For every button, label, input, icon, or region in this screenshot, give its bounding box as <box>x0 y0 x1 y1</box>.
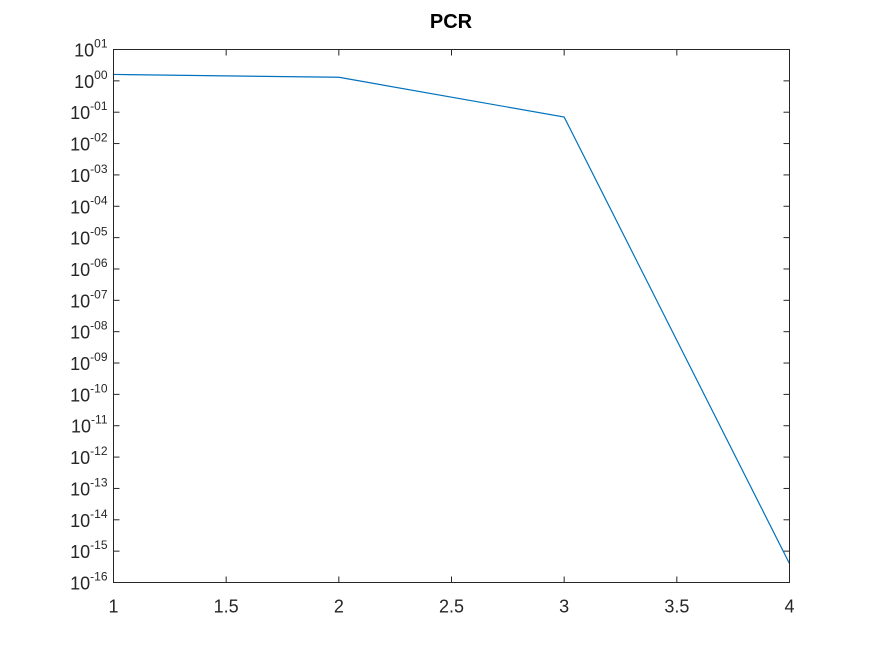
series-line-1 <box>113 73 791 564</box>
y-tick-label: 10-08 <box>70 319 108 343</box>
y-tick-label-exponent: -05 <box>90 225 108 239</box>
y-tick-label: 10-10 <box>70 381 108 405</box>
y-tick-label-exponent: -13 <box>90 475 108 489</box>
y-tick-label-base: 10 <box>70 323 90 343</box>
plot-area-box <box>113 49 790 583</box>
y-tick-label: 10-11 <box>71 413 108 437</box>
y-tick-label-base: 10 <box>70 291 90 311</box>
y-tick-label-base: 10 <box>70 135 90 155</box>
y-tick-label-exponent: -15 <box>90 538 108 552</box>
y-tick-label-base: 10 <box>70 385 90 405</box>
y-tick-label: 10-06 <box>70 256 108 280</box>
y-tick-label-base: 10 <box>70 103 90 123</box>
y-tick-label: 10-01 <box>70 99 108 123</box>
y-tick-label-exponent: -08 <box>90 319 108 333</box>
y-tick-label-base: 10 <box>70 511 90 531</box>
y-tick-label-exponent: -09 <box>90 350 108 364</box>
y-tick-label-exponent: -06 <box>90 256 108 270</box>
y-tick-label-base: 10 <box>70 260 90 280</box>
y-tick-label: 10-02 <box>70 131 108 155</box>
y-tick-label-exponent: -03 <box>90 162 108 176</box>
y-tick-label-base: 10 <box>70 354 90 374</box>
y-tick-label-exponent: -01 <box>90 99 108 113</box>
x-tick-label: 2.5 <box>439 597 464 617</box>
y-tick-label-base: 10 <box>70 229 90 249</box>
x-tick-label: 1.5 <box>214 597 239 617</box>
x-tick-label: 1 <box>108 597 118 617</box>
y-tick-label-exponent: -12 <box>90 444 108 458</box>
y-tick-label-exponent: -11 <box>91 413 108 427</box>
y-tick-label-exponent: -07 <box>90 287 108 301</box>
y-tick-label: 10-16 <box>70 570 108 594</box>
y-tick-label-exponent: -14 <box>90 507 108 521</box>
x-tick-label: 3.5 <box>664 597 689 617</box>
y-tick-label: 10-12 <box>70 444 108 468</box>
series-layer <box>113 73 791 564</box>
y-tick-label: 1001 <box>74 37 108 61</box>
y-tick-label-base: 10 <box>70 542 90 562</box>
y-tick-label: 10-05 <box>70 225 108 249</box>
y-tick-label: 10-13 <box>70 475 108 499</box>
y-tick-label: 10-07 <box>70 287 108 311</box>
y-tick-label-base: 10 <box>70 479 90 499</box>
y-tick-label-base: 10 <box>70 574 90 594</box>
y-tick-label-exponent: 01 <box>94 37 108 51</box>
x-tick-label: 3 <box>559 597 569 617</box>
y-tick-label-base: 10 <box>70 166 90 186</box>
y-tick-label: 10-15 <box>70 538 108 562</box>
y-tick-label-base: 10 <box>70 448 90 468</box>
y-tick-label-exponent: -16 <box>90 570 108 584</box>
x-axis-ticks: 1 1.5 2 2.5 3 3.5 4 <box>108 49 795 617</box>
y-tick-label-exponent: -10 <box>90 381 108 395</box>
y-tick-label-base: 10 <box>74 72 94 92</box>
y-tick-label-base: 10 <box>74 41 94 61</box>
y-axis-ticks: 1001100010-0110-0210-0310-0410-0510-0610… <box>70 37 790 594</box>
y-tick-label: 10-09 <box>70 350 108 374</box>
y-tick-label: 10-14 <box>70 507 108 531</box>
chart-title: PCR <box>430 11 473 33</box>
y-tick-label-base: 10 <box>70 197 90 217</box>
y-tick-label: 1000 <box>74 68 108 92</box>
y-tick-label: 10-03 <box>70 162 108 186</box>
y-tick-label-exponent: 00 <box>94 68 108 82</box>
y-tick-label: 10-04 <box>70 193 108 217</box>
y-tick-label-exponent: -02 <box>90 131 108 145</box>
x-tick-label: 4 <box>784 597 794 617</box>
x-tick-label: 2 <box>334 597 344 617</box>
y-tick-label-base: 10 <box>71 417 91 437</box>
y-tick-label-exponent: -04 <box>90 193 108 207</box>
